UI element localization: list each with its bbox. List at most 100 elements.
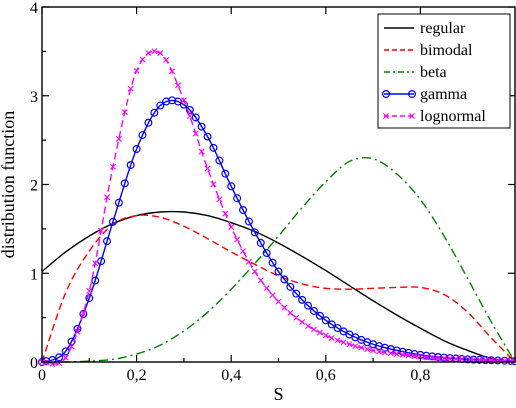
series-line-bimodal [41, 214, 516, 363]
data-point-lognormal [62, 354, 69, 361]
data-point-lognormal [281, 304, 288, 311]
data-point-gamma [55, 353, 64, 362]
x-axis-label: S [273, 384, 283, 404]
data-point-lognormal [210, 181, 217, 188]
data-point-lognormal [115, 135, 122, 142]
data-point-lognormal [310, 326, 317, 333]
data-point-gamma [114, 198, 123, 207]
data-point-lognormal [133, 67, 140, 74]
data-point-lognormal [68, 343, 75, 350]
legend-label-regular: regular [420, 20, 466, 37]
x-tick-label: 0 [38, 367, 46, 384]
data-point-gamma [221, 169, 230, 178]
data-point-lognormal [151, 48, 158, 55]
data-point-lognormal [127, 85, 134, 92]
data-point-lognormal [446, 355, 453, 362]
x-tick-label: 0,2 [127, 367, 147, 384]
data-point-gamma [185, 105, 194, 114]
data-point-gamma [215, 156, 224, 165]
data-point-gamma [67, 337, 76, 346]
data-point-gamma [126, 161, 135, 170]
legend-label-lognormal: lognormal [420, 108, 486, 125]
data-point-gamma [256, 238, 265, 247]
data-point-gamma [203, 132, 212, 141]
data-point-gamma [233, 194, 242, 203]
y-tick-label: 3 [30, 89, 38, 106]
legend: regular bimodal beta gamma lognormal [377, 13, 511, 129]
legend-marker-lognormal [409, 113, 415, 119]
data-point-gamma [144, 118, 153, 127]
data-point-lognormal [429, 354, 436, 361]
data-point-lognormal [169, 68, 176, 75]
data-point-lognormal [334, 337, 341, 344]
data-point-gamma [244, 217, 253, 226]
data-point-lognormal [376, 348, 383, 355]
data-point-gamma [321, 316, 330, 325]
series-lognormal [39, 48, 516, 367]
series-line-regular [41, 210, 516, 363]
data-point-lognormal [92, 260, 99, 267]
data-point-gamma [250, 228, 259, 237]
series-layer [37, 48, 516, 367]
data-point-lognormal [139, 56, 146, 63]
data-point-gamma [315, 311, 324, 320]
data-point-gamma [191, 113, 200, 122]
data-point-lognormal [157, 50, 164, 57]
legend-marker-gamma [408, 89, 417, 98]
legend-item-bimodal: bimodal [384, 42, 473, 59]
data-point-gamma [209, 143, 218, 152]
data-point-lognormal [352, 343, 359, 350]
data-point-gamma [162, 97, 171, 106]
data-point-gamma [309, 306, 318, 315]
data-point-lognormal [180, 97, 187, 104]
data-point-gamma [274, 267, 283, 276]
data-point-lognormal [198, 148, 205, 155]
data-point-gamma [79, 310, 88, 319]
data-point-lognormal [441, 355, 448, 362]
data-point-lognormal [234, 236, 241, 243]
data-point-gamma [150, 108, 159, 117]
data-point-lognormal [423, 354, 430, 361]
series-gamma [37, 96, 516, 367]
data-point-lognormal [452, 355, 459, 362]
data-point-lognormal [80, 310, 87, 317]
data-point-gamma [85, 294, 94, 303]
data-point-lognormal [216, 196, 223, 203]
series-line-beta [41, 156, 516, 363]
data-point-lognormal [163, 56, 170, 63]
data-point-gamma [280, 275, 289, 284]
data-point-lognormal [245, 258, 252, 265]
data-point-gamma [227, 182, 236, 191]
data-point-lognormal [364, 346, 371, 353]
data-point-lognormal [305, 323, 312, 329]
legend-box [377, 13, 511, 129]
y-tick-label: 0 [30, 355, 38, 372]
y-tick-label: 1 [30, 266, 38, 283]
data-point-gamma [268, 258, 277, 267]
data-point-lognormal [104, 194, 111, 201]
data-point-gamma [108, 217, 117, 226]
data-point-lognormal [340, 339, 347, 346]
data-point-lognormal [470, 356, 477, 363]
x-tick-label: 0,6 [316, 367, 336, 384]
series-line-gamma [41, 99, 516, 363]
data-point-lognormal [228, 224, 235, 231]
data-point-lognormal [222, 210, 229, 217]
data-point-lognormal [293, 314, 300, 321]
data-point-gamma [120, 179, 129, 188]
legend-label-bimodal: bimodal [420, 42, 473, 59]
legend-item-lognormal: lognormal [383, 108, 486, 125]
data-point-gamma [327, 320, 336, 329]
data-point-lognormal [251, 268, 258, 275]
data-point-gamma [168, 96, 177, 105]
ticks-layer: 0 0,2 0,4 0,6 0,8 0 1 2 3 4 [30, 0, 515, 384]
data-point-gamma [197, 122, 206, 131]
data-point-lognormal [86, 288, 93, 294]
axis-frame [41, 6, 516, 363]
data-point-gamma [333, 324, 342, 333]
data-point-gamma [132, 145, 141, 154]
y-axis-label: distribution function [0, 111, 18, 259]
data-point-lognormal [358, 344, 365, 351]
data-point-gamma [410, 349, 419, 358]
data-point-lognormal [174, 82, 181, 89]
